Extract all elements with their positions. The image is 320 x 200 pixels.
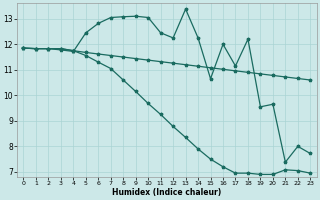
X-axis label: Humidex (Indice chaleur): Humidex (Indice chaleur) [112, 188, 221, 197]
